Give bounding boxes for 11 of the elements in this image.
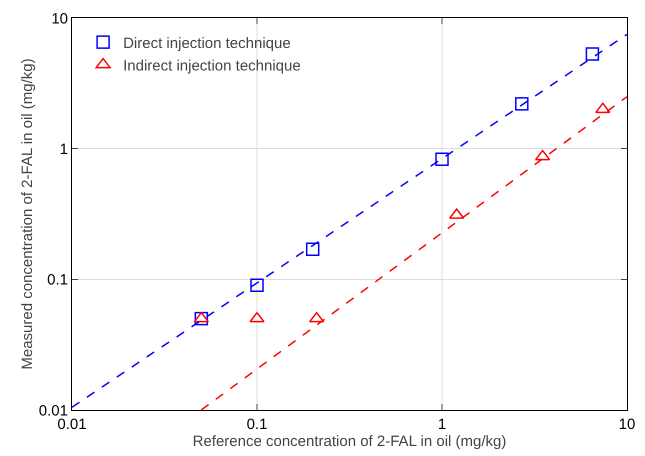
x-tick-label: 10	[618, 416, 636, 433]
y-tick-label: 1	[60, 140, 68, 158]
y-axis-title: Measured concentration of 2-FAL in oil (mg/kg)	[19, 58, 36, 370]
y-tick-label: 0.1	[47, 272, 68, 289]
y-tick-label: 10	[51, 10, 68, 28]
x-axis-title: Reference concentration of 2-FAL in oil (mg/kg)	[192, 433, 506, 450]
y-tick-label: 0.01	[38, 402, 68, 420]
x-tick-label: 0.1	[246, 416, 268, 433]
legend-label: Direct injection technique	[123, 34, 291, 52]
legend-label: Indirect injection technique	[123, 57, 301, 74]
x-tick-label: 1	[438, 416, 446, 433]
